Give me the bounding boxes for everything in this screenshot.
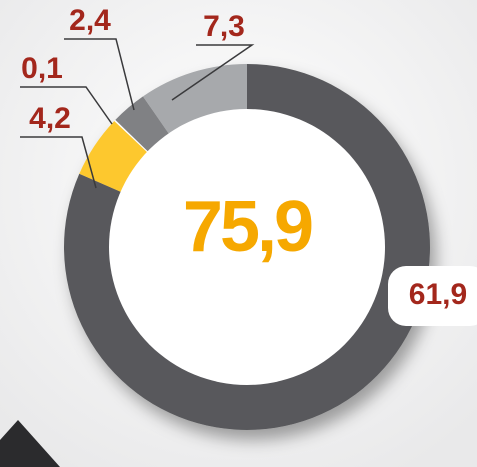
leader-line	[171, 44, 255, 101]
donut-segment	[115, 96, 170, 152]
value-label: 61,9	[409, 278, 467, 311]
leader-line	[20, 86, 113, 125]
value-label: 0,1	[21, 52, 63, 85]
corner-shape	[0, 420, 60, 467]
value-label: 4,2	[29, 102, 71, 135]
donut-segment	[114, 119, 149, 153]
label-box	[388, 266, 477, 326]
leader-line	[20, 136, 97, 189]
leader-line	[64, 38, 135, 111]
center-label: 75,9	[183, 187, 312, 267]
value-label: 7,3	[203, 10, 245, 43]
donut-segment	[143, 64, 247, 135]
value-label: 2,4	[69, 4, 111, 37]
donut-hole	[109, 109, 385, 385]
